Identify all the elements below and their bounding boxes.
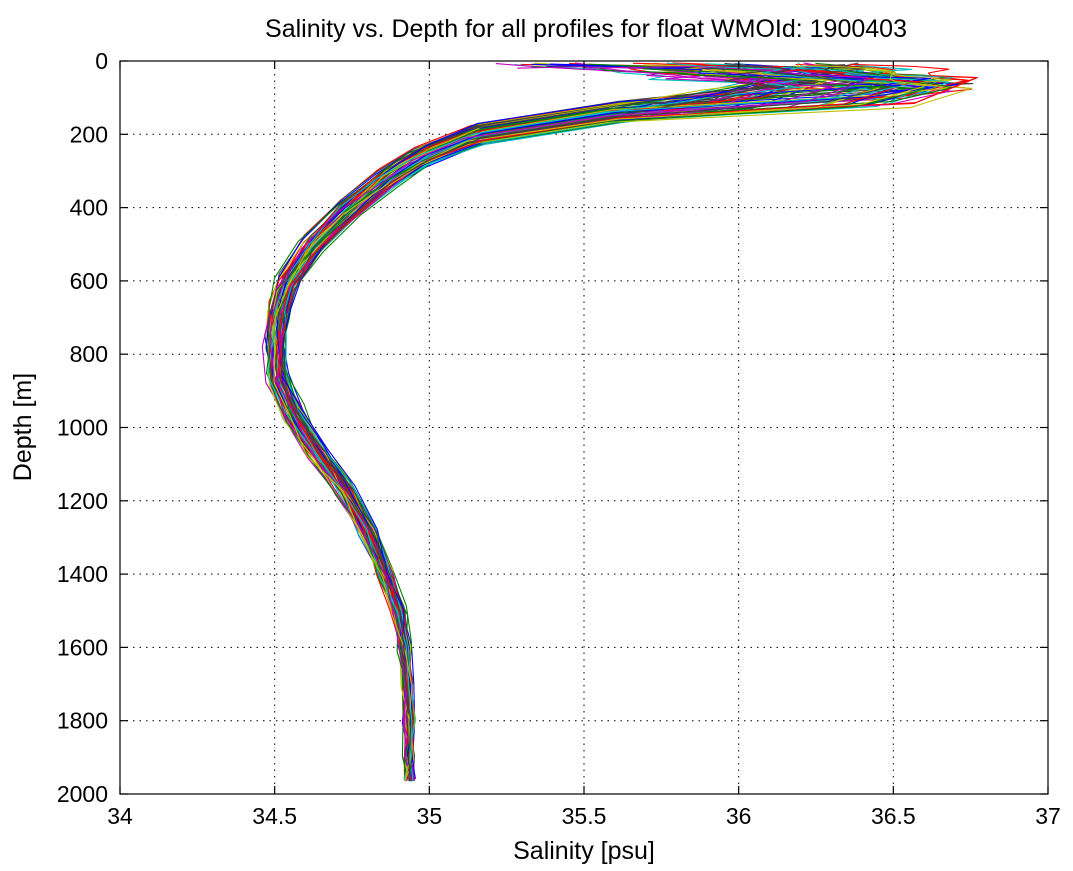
profile-line: [271, 64, 841, 779]
profile-line: [267, 64, 862, 781]
profile-line: [280, 64, 769, 782]
y-tick-label: 1400: [57, 561, 108, 587]
profile-line: [267, 62, 977, 781]
profile-line: [273, 65, 928, 781]
profile-line: [279, 64, 866, 778]
profile-line: [267, 63, 850, 782]
profile-line: [267, 62, 859, 781]
profile-line: [274, 65, 818, 780]
y-tick-label: 1000: [57, 415, 108, 441]
profile-line: [271, 63, 828, 781]
profile-line: [266, 63, 807, 778]
y-tick-label: 0: [95, 48, 108, 74]
profile-line: [276, 65, 921, 781]
profile-line: [272, 65, 849, 780]
profile-line: [264, 65, 960, 779]
profile-line: [278, 65, 769, 779]
profile-line: [267, 64, 880, 782]
profile-line: [269, 65, 869, 781]
y-tick-label: 200: [70, 121, 108, 147]
x-tick-label: 34.5: [252, 803, 297, 829]
profile-line: [277, 62, 841, 778]
profile-line: [284, 65, 828, 779]
profile-line: [271, 62, 953, 779]
y-axis: 0 200 400 600 800 1000 1200 1400 1600 1800 2000: [57, 48, 1048, 807]
plot-area: [261, 62, 978, 782]
profile-line: [275, 63, 931, 778]
profile-line: [273, 65, 900, 778]
x-tick-label: 34: [107, 803, 133, 829]
profile-line: [279, 65, 856, 778]
profile-line: [276, 63, 828, 782]
profile-line: [267, 62, 919, 780]
profile-line: [281, 65, 778, 779]
profile-line: [270, 63, 818, 782]
profile-line: [269, 65, 823, 780]
y-tick-label: 1600: [57, 634, 108, 660]
profile-line: [279, 65, 810, 781]
profile-line: [274, 63, 900, 781]
profile-line: [277, 65, 835, 781]
y-tick-label: 1800: [57, 708, 108, 734]
profile-line: [276, 63, 766, 779]
x-tick-label: 35.5: [562, 803, 607, 829]
y-tick-label: 800: [70, 341, 108, 367]
x-tick-label: 37: [1035, 803, 1061, 829]
x-tick-label: 35: [417, 803, 443, 829]
profile-line: [279, 65, 876, 782]
profile-line: [282, 62, 785, 780]
profile-line: [275, 65, 849, 779]
profile-line: [261, 64, 952, 781]
profile-line: [272, 62, 868, 778]
profile-line: [265, 65, 825, 782]
profile-line: [280, 63, 935, 780]
profile-line: [279, 62, 812, 781]
grid-lines: [120, 61, 1048, 794]
profile-line: [280, 64, 890, 781]
y-axis-label: Depth [m]: [9, 373, 37, 481]
profile-line: [265, 64, 890, 779]
profile-line: [280, 63, 978, 781]
profile-line: [270, 63, 794, 781]
profile-line: [275, 64, 794, 782]
y-tick-label: 1200: [57, 488, 108, 514]
x-tick-label: 36.5: [871, 803, 916, 829]
axes-frame: [119, 60, 1049, 795]
profile-line: [268, 64, 954, 781]
y-tick-label: 2000: [57, 781, 108, 807]
profile-line: [275, 63, 787, 781]
y-tick-label: 400: [70, 195, 108, 221]
x-axis-label: Salinity [psu]: [513, 837, 655, 865]
profile-line: [281, 65, 855, 782]
profile-line: [270, 63, 873, 779]
chart-title: Salinity vs. Depth for all profiles for …: [265, 15, 907, 43]
y-tick-label: 600: [70, 268, 108, 294]
x-tick-label: 36: [726, 803, 752, 829]
profile-line: [265, 62, 836, 780]
x-axis: 34 34.5 35 35.5 36 36.5 37: [107, 61, 1061, 829]
profile-line: [279, 62, 779, 779]
profile-line: [269, 65, 928, 779]
profile-line: [270, 64, 897, 782]
profile-line: [283, 62, 931, 780]
profile-line: [266, 63, 925, 782]
